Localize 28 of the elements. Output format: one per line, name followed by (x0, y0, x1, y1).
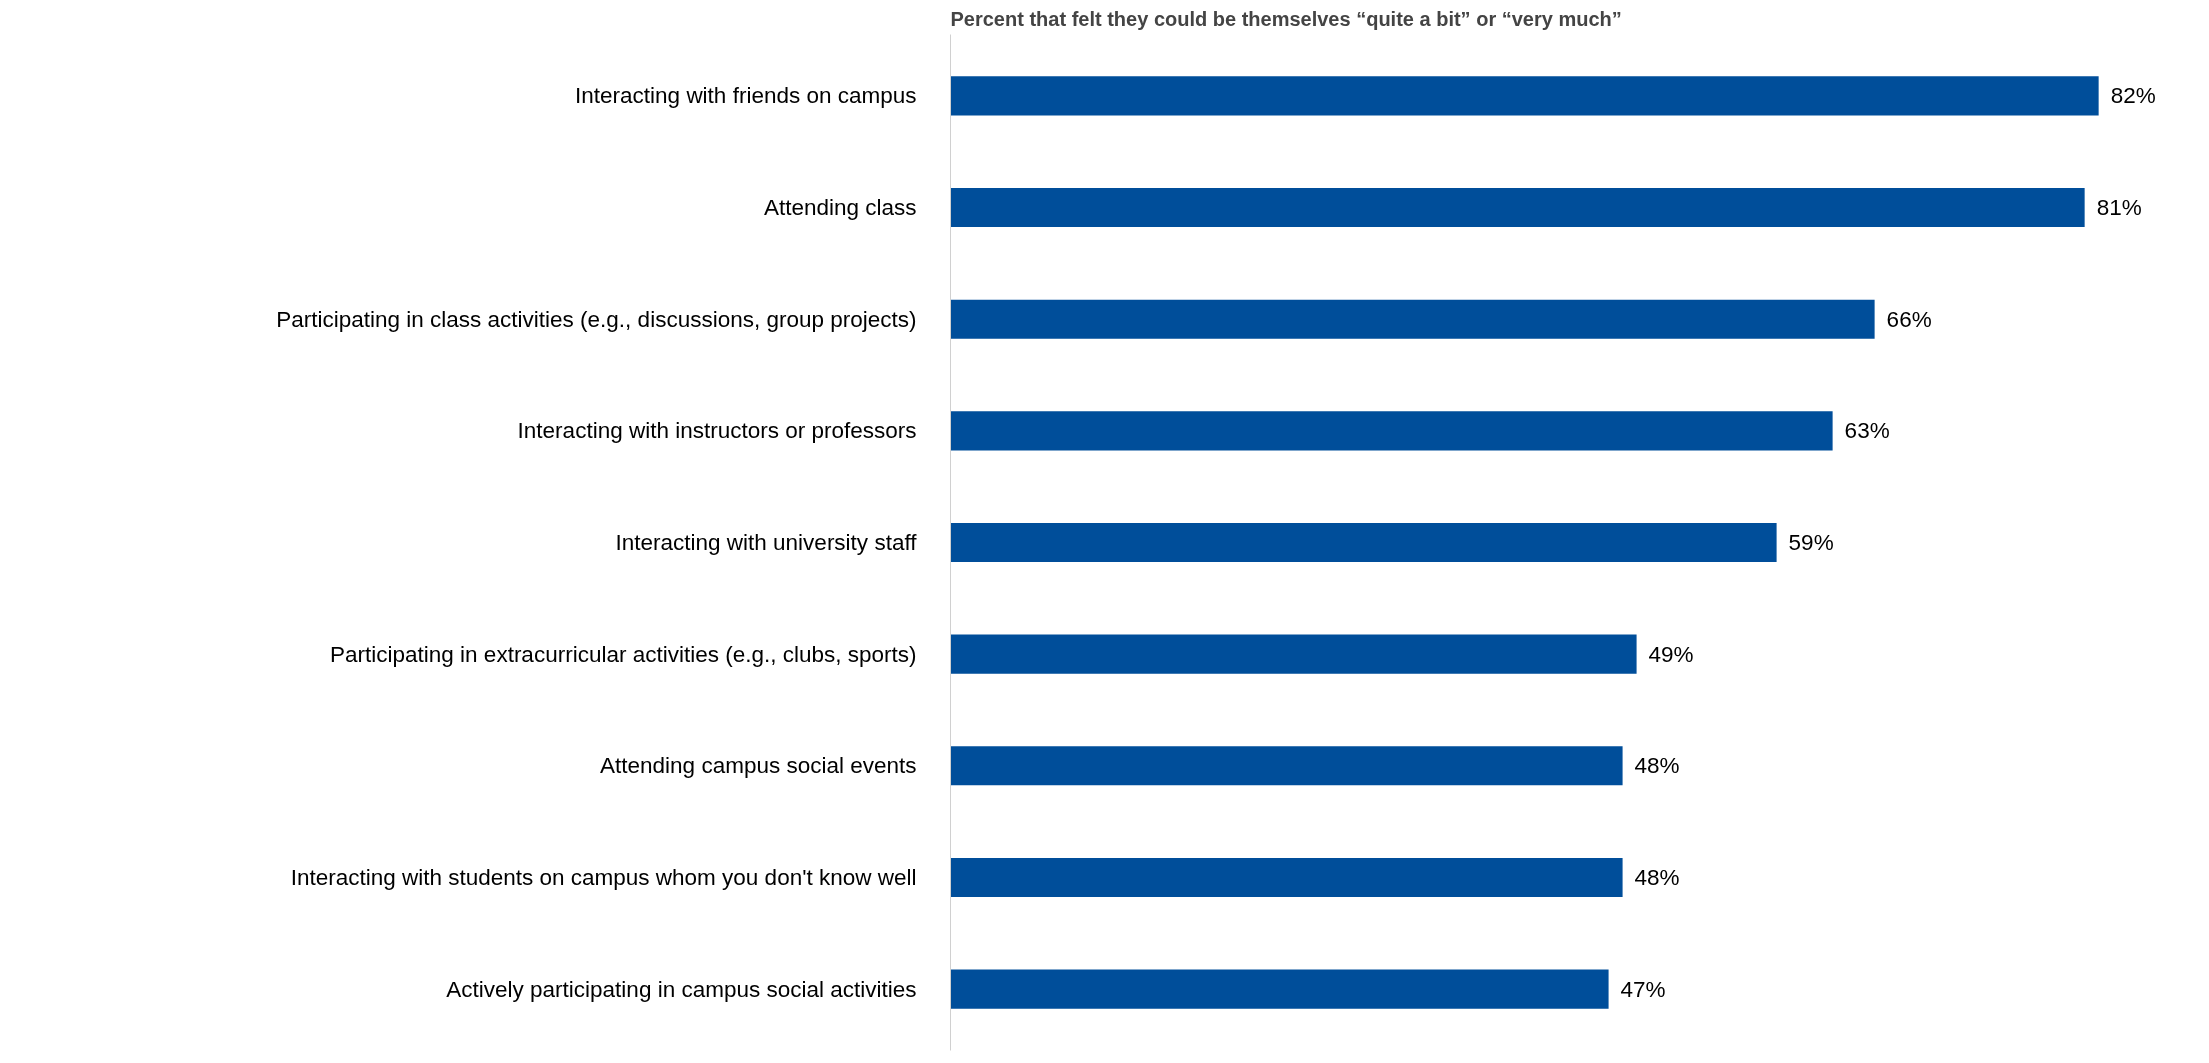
y-tick-label: Attending class (763, 195, 917, 221)
y-tick-label: Interacting with instructors or professors (517, 418, 917, 444)
bar (950, 299, 1875, 339)
bar (950, 969, 1609, 1009)
bar (950, 634, 1637, 674)
y-tick-label: Interacting with students on campus whom you don't know well (290, 864, 917, 890)
data-label: 48% (1634, 864, 1680, 890)
data-label: 47% (1620, 976, 1666, 1002)
data-label: 81% (2096, 195, 2142, 221)
data-label: 48% (1634, 753, 1680, 779)
bar (950, 522, 1777, 563)
bar (950, 411, 1833, 451)
data-label: 82% (2110, 83, 2156, 109)
y-tick-label: Participating in class activities (e.g., discussions, group projects) (276, 306, 917, 332)
y-tick-label: Actively participating in campus social activities (446, 976, 917, 1002)
bar (950, 76, 2099, 116)
bar (950, 857, 1623, 897)
y-tick-label: Attending campus social events (600, 753, 917, 779)
y-tick-label: Interacting with university staff (615, 530, 918, 555)
bar (950, 188, 2085, 228)
data-label: 63% (1844, 418, 1890, 444)
data-label: 66% (1886, 306, 1932, 332)
data-label: 49% (1648, 641, 1694, 667)
y-tick-label: Participating in extracurricular activities (e.g., clubs, sports) (330, 641, 917, 667)
chart-title: Percent that felt they could be themselves “quite a bit” or “very much” (950, 7, 1622, 30)
y-tick-label: Interacting with friends on campus (575, 83, 917, 109)
bar (950, 746, 1623, 786)
data-label: 59% (1788, 530, 1834, 555)
